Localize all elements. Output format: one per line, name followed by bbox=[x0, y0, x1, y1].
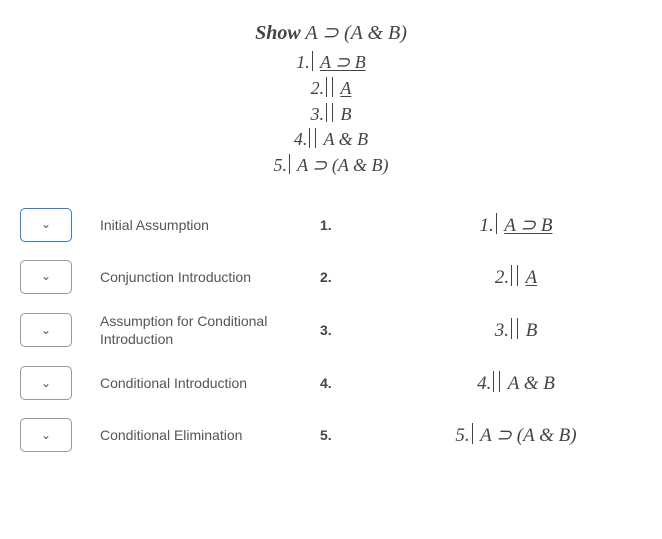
show-prefix: Show bbox=[255, 22, 301, 44]
show-formula: A ⊃ (A & B) bbox=[305, 22, 407, 44]
rule-dropdown[interactable]: ⌄ bbox=[20, 313, 72, 347]
line-number: 1. bbox=[320, 217, 380, 233]
rule-dropdown[interactable]: ⌄ bbox=[20, 260, 72, 294]
rule-dropdown[interactable]: ⌄ bbox=[20, 208, 72, 242]
top-proof-block: Show A ⊃ (A & B) 1. A ⊃ B 2. A 3. B 4. A & … bbox=[20, 20, 642, 178]
rule-label: Conditional Elimination bbox=[100, 426, 310, 444]
top-proof-line: 1. A ⊃ B bbox=[296, 51, 365, 73]
line-number: 5. bbox=[320, 427, 380, 443]
rule-label: Assumption for Conditional Introduction bbox=[100, 312, 310, 348]
rule-dropdown[interactable]: ⌄ bbox=[20, 366, 72, 400]
top-proof-line: 5. A ⊃ (A & B) bbox=[273, 154, 388, 176]
line-number: 4. bbox=[320, 375, 380, 391]
proof-row: ⌄ Conjunction Introduction 2. 2. A bbox=[20, 260, 642, 294]
proof-row: ⌄ Conditional Introduction 4. 4. A & B bbox=[20, 366, 642, 400]
top-proof-lines: 1. A ⊃ B 2. A 3. B 4. A & B 5. A ⊃ (A & B) bbox=[20, 49, 642, 178]
proof-formula: 5. A ⊃ (A & B) bbox=[390, 423, 642, 447]
proof-rows: ⌄ Initial Assumption 1. 1. A ⊃ B ⌄ Conjunctio… bbox=[20, 208, 642, 452]
proof-formula: 2. A bbox=[390, 265, 642, 289]
rule-label: Initial Assumption bbox=[100, 216, 310, 234]
rule-dropdown[interactable]: ⌄ bbox=[20, 418, 72, 452]
proof-row: ⌄ Assumption for Conditional Introduction… bbox=[20, 312, 642, 348]
proof-row: ⌄ Initial Assumption 1. 1. A ⊃ B bbox=[20, 208, 642, 242]
proof-formula: 3. B bbox=[390, 318, 642, 342]
line-number: 2. bbox=[320, 269, 380, 285]
top-proof-line: 3. B bbox=[311, 103, 352, 125]
proof-formula: 4. A & B bbox=[390, 371, 642, 395]
proof-row: ⌄ Conditional Elimination 5. 5. A ⊃ (A & B) bbox=[20, 418, 642, 452]
show-line: Show A ⊃ (A & B) bbox=[20, 20, 642, 45]
top-proof-line: 2. A bbox=[311, 77, 352, 99]
proof-formula: 1. A ⊃ B bbox=[390, 213, 642, 237]
chevron-down-icon: ⌄ bbox=[41, 269, 51, 284]
chevron-down-icon: ⌄ bbox=[41, 428, 51, 443]
line-number: 3. bbox=[320, 322, 380, 338]
rule-label: Conditional Introduction bbox=[100, 374, 310, 392]
top-proof-line: 4. A & B bbox=[294, 128, 368, 150]
chevron-down-icon: ⌄ bbox=[41, 323, 51, 338]
chevron-down-icon: ⌄ bbox=[41, 376, 51, 391]
chevron-down-icon: ⌄ bbox=[41, 217, 51, 232]
rule-label: Conjunction Introduction bbox=[100, 268, 310, 286]
